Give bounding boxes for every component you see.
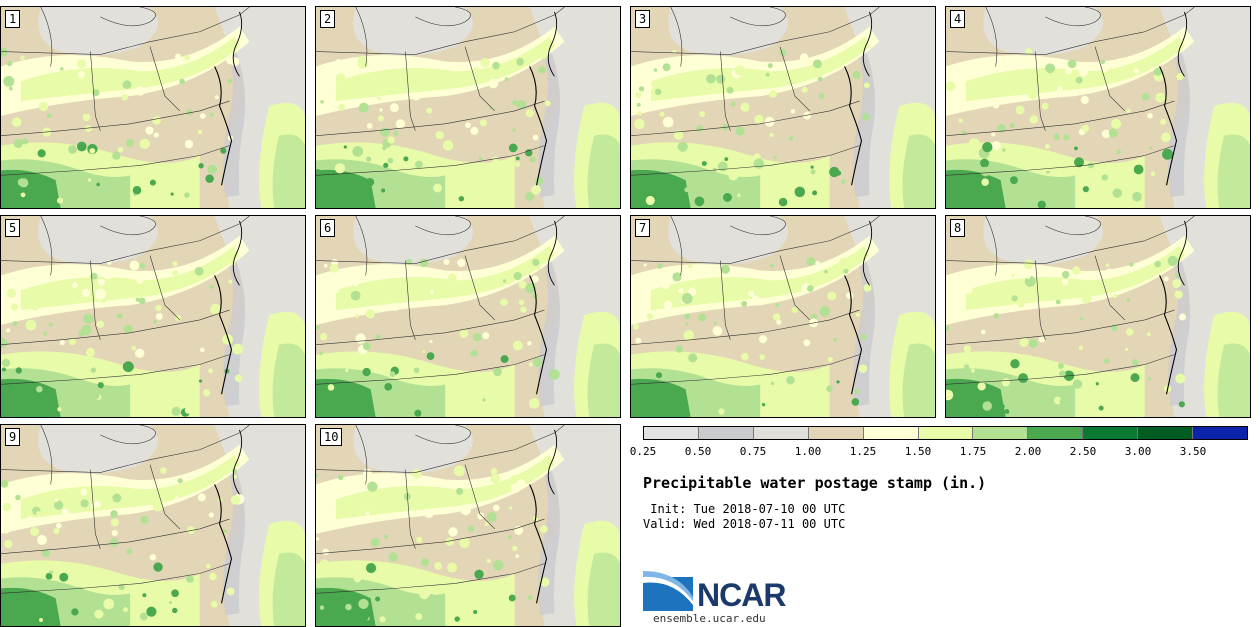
colorbar-ticks: 0.25 0.50 0.75 1.00 1.25 1.50 1.75 2.00 2.50 3.00…: [630, 445, 1248, 459]
precip-water-map: [946, 7, 1250, 208]
member-panel: 4: [945, 6, 1251, 209]
colorbar-swatch: [1083, 427, 1139, 439]
colorbar-swatch: [918, 427, 974, 439]
member-panel: 6: [315, 215, 621, 418]
colorbar-tick-label: 0.50: [684, 445, 712, 458]
colorbar-tick-label: 3.50: [1179, 445, 1207, 458]
colorbar-swatch: [1028, 427, 1084, 439]
colorbar-swatch: [1138, 427, 1194, 439]
init-time: Init: Tue 2018-07-10 00 UTC: [643, 502, 846, 516]
member-number-label: 3: [635, 10, 651, 28]
colorbar-swatch: [753, 427, 809, 439]
member-panel: 8: [945, 215, 1251, 418]
member-panel: 1: [0, 6, 306, 209]
colorbar-tick-label: 1.25: [849, 445, 877, 458]
member-number-label: 7: [635, 219, 651, 237]
precip-water-map: [1, 425, 305, 626]
member-number-label: 9: [5, 428, 21, 446]
precip-water-map: [631, 7, 935, 208]
colorbar-tick-label: 0.75: [739, 445, 767, 458]
member-number-label: 6: [320, 219, 336, 237]
colorbar-tick-label: 1.75: [959, 445, 987, 458]
site-url: ensemble.ucar.edu: [653, 612, 766, 625]
precip-water-map: [1, 216, 305, 417]
member-panel: 7: [630, 215, 936, 418]
colorbar-tick-label: 0.25: [629, 445, 657, 458]
precip-water-map: [316, 7, 620, 208]
member-number-label: 2: [320, 10, 336, 28]
chart-title: Precipitable water postage stamp (in.): [643, 474, 987, 492]
valid-time: Valid: Wed 2018-07-11 00 UTC: [643, 517, 846, 531]
member-panel: 5: [0, 215, 306, 418]
colorbar-tick-label: 2.00: [1014, 445, 1042, 458]
member-panel: 2: [315, 6, 621, 209]
member-panel: 10: [315, 424, 621, 627]
ncar-logo-text: NCAR: [697, 577, 786, 613]
precip-water-map: [1, 7, 305, 208]
colorbar-swatch: [808, 427, 864, 439]
member-number-label: 10: [320, 428, 343, 446]
member-number-label: 1: [5, 10, 21, 28]
colorbar-swatch: [1193, 427, 1247, 439]
colorbar-tick-label: 1.00: [794, 445, 822, 458]
member-panel: 9: [0, 424, 306, 627]
colorbar-tick-label: 2.50: [1069, 445, 1097, 458]
colorbar-tick-label: 3.00: [1124, 445, 1152, 458]
ncar-logo-icon: [643, 571, 693, 611]
precip-water-map: [631, 216, 935, 417]
member-number-label: 8: [950, 219, 966, 237]
colorbar-tick-label: 1.50: [904, 445, 932, 458]
precip-water-map: [316, 425, 620, 626]
colorbar-swatch: [644, 427, 699, 439]
precip-water-map: [946, 216, 1250, 417]
member-number-label: 4: [950, 10, 966, 28]
colorbar: [643, 426, 1248, 440]
colorbar-swatch: [973, 427, 1029, 439]
colorbar-swatch: [863, 427, 919, 439]
colorbar-swatch: [698, 427, 754, 439]
member-number-label: 5: [5, 219, 21, 237]
precip-water-map: [316, 216, 620, 417]
member-panel: 3: [630, 6, 936, 209]
